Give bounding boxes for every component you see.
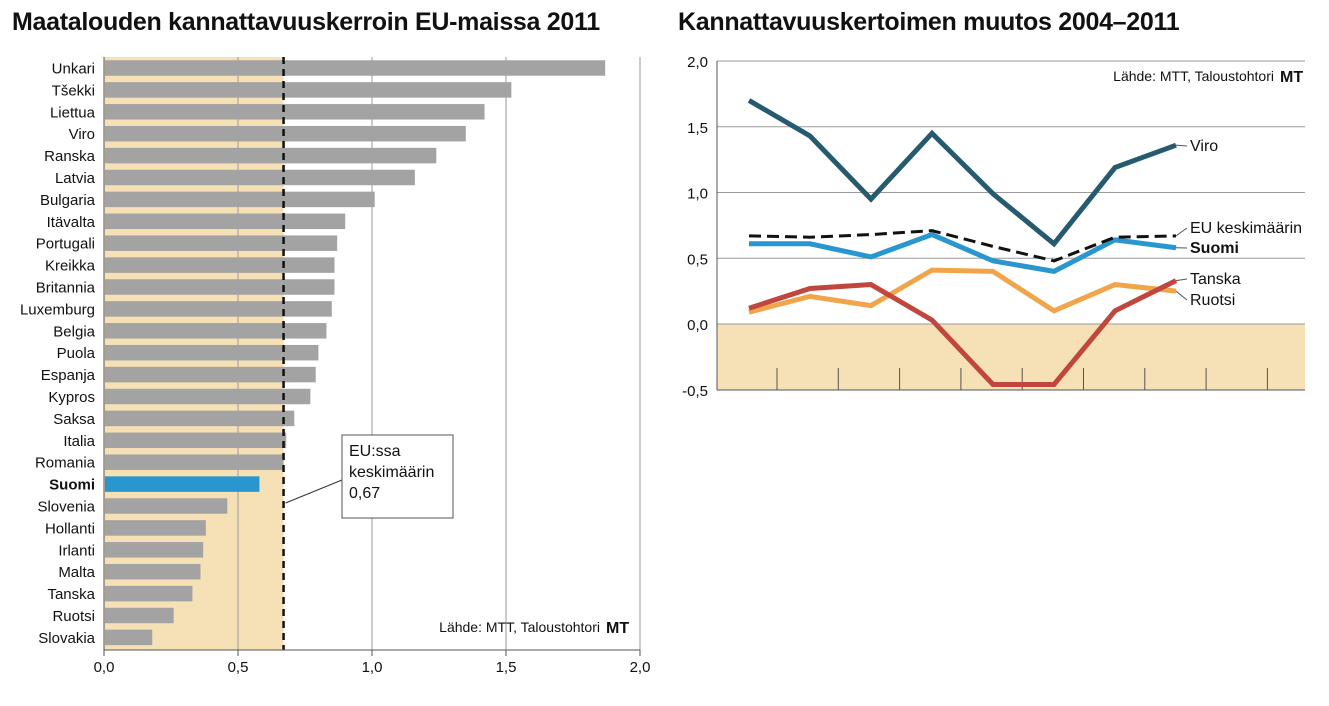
series-line-suomi (749, 231, 1177, 275)
category-label: Suomi (49, 477, 95, 494)
bar-tanska (105, 585, 193, 602)
category-label: Tanska (47, 586, 95, 603)
category-label: Ruotsi (52, 608, 95, 625)
category-label: Malta (58, 564, 95, 581)
x-tick-label: 1,5 (496, 659, 517, 676)
bar-irlanti (105, 542, 204, 558)
category-label: Slovenia (37, 499, 95, 516)
category-label: Romania (35, 455, 96, 472)
bar-malta (105, 563, 201, 580)
bar-tšekki (105, 82, 512, 98)
annotation-text: 0,67 (349, 485, 380, 502)
category-label: Kypros (48, 389, 95, 406)
series-label-leader (1175, 278, 1188, 282)
series-line-eu-keskimäärin (748, 229, 1177, 263)
mt-logo: MT (1280, 69, 1303, 86)
category-label: Espanja (41, 367, 96, 384)
category-label: Saksa (53, 411, 95, 428)
x-tick-label: 0,5 (228, 659, 249, 676)
bar-ruotsi (105, 607, 174, 624)
annotation-leader (285, 479, 343, 504)
y-tick-label: 1,5 (687, 120, 708, 137)
bar-suomi (105, 476, 260, 492)
bar-portugali (105, 235, 338, 251)
series-label: Suomi (1190, 240, 1239, 257)
source-text: Lähde: MTT, Taloustohtori (439, 619, 600, 635)
category-label: Unkari (52, 61, 95, 78)
bar-romania (105, 454, 284, 470)
bar-slovenia (105, 498, 228, 514)
bar-slovakia (105, 629, 153, 646)
category-label: Itävalta (47, 214, 96, 231)
bar-luxemburg (105, 301, 332, 317)
right-chart-title: Kannattavuuskertoimen muutos 2004–2011 (678, 8, 1180, 36)
bar-britannia (105, 279, 335, 295)
series-label: Tanska (1190, 271, 1241, 288)
bar-liettua (105, 104, 485, 120)
category-label: Viro (69, 126, 95, 143)
negative-shade (717, 324, 1305, 390)
category-label: Ranska (44, 148, 96, 165)
bar-belgia (105, 323, 327, 339)
bar-kypros (105, 388, 311, 405)
series-label-leader (1175, 290, 1188, 301)
bar-chart: Unkari Tšekki Liettua Viro Ranska Latvia Bulga… (20, 57, 651, 676)
y-tick-label: 0,0 (687, 317, 708, 334)
source-text: Lähde: MTT, Taloustohtori (1113, 68, 1274, 84)
bar-bulgaria (105, 191, 375, 208)
bar-viro (105, 125, 466, 142)
annotation-text: keskimäärin (349, 464, 434, 481)
bar-saksa (105, 410, 295, 427)
x-tick-label: 0,0 (94, 659, 115, 676)
y-tick-label: -0,5 (682, 383, 708, 400)
series-line-viro (747, 98, 1177, 248)
x-tick-label: 1,0 (362, 659, 383, 676)
x-tick-label: 2,0 (630, 659, 651, 676)
bar-espanja (105, 366, 316, 383)
category-label: Portugali (36, 236, 95, 253)
annotation-text: EU:ssa (349, 443, 401, 460)
category-label: Bulgaria (40, 192, 96, 209)
category-label: Kreikka (45, 258, 96, 275)
category-label: Tšekki (52, 82, 95, 99)
annotation-box (341, 434, 454, 519)
series-label: Ruotsi (1190, 292, 1235, 309)
bar-italia (105, 432, 287, 449)
series-label: EU keskimäärin (1190, 220, 1302, 237)
series-line-tanska (748, 278, 1178, 387)
y-tick-label: 2,0 (687, 54, 708, 71)
series-label: Viro (1190, 138, 1218, 155)
mt-logo: MT (606, 620, 629, 637)
y-tick-label: 0,5 (687, 251, 708, 268)
bar-itävalta (105, 213, 346, 230)
series-label-leader (1175, 227, 1188, 237)
bar-kreikka (105, 257, 335, 273)
category-label: Belgia (53, 323, 95, 340)
category-label: Latvia (55, 170, 96, 187)
bar-latvia (105, 169, 415, 186)
series-label-leader (1175, 144, 1188, 147)
bar-ranska (105, 147, 437, 164)
bar-hollanti (105, 520, 206, 536)
category-label: Puola (57, 345, 96, 362)
category-label: Britannia (36, 280, 96, 297)
left-chart-title: Maatalouden kannattavuuskerroin EU-maiss… (12, 8, 600, 36)
category-label: Liettua (50, 104, 96, 121)
category-label: Slovakia (38, 630, 95, 647)
bar-puola (105, 344, 319, 361)
category-label: Italia (63, 433, 95, 450)
category-label: Luxemburg (20, 301, 95, 318)
category-label: Irlanti (58, 542, 95, 559)
series-line-ruotsi (748, 267, 1177, 315)
y-tick-label: 1,0 (687, 186, 708, 203)
category-label: Hollanti (45, 520, 95, 537)
bar-unkari (105, 60, 606, 76)
